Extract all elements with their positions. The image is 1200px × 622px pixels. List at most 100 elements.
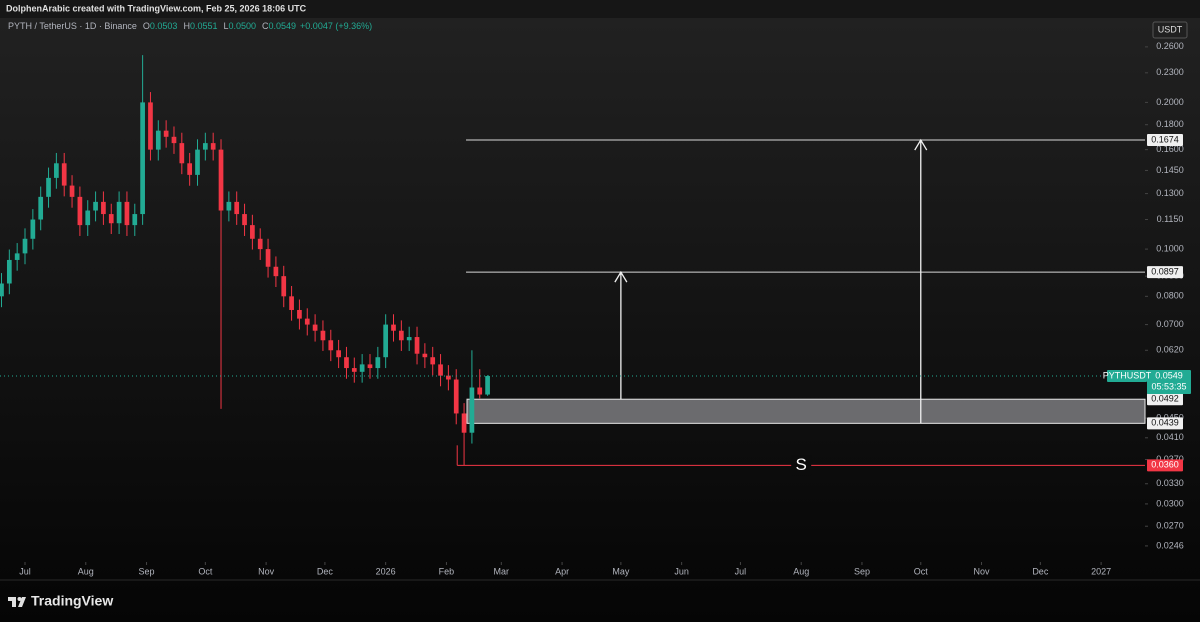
candle-body bbox=[414, 337, 420, 354]
y-tick-label: 0.0620 bbox=[1156, 345, 1184, 355]
ohlc-key: L bbox=[223, 21, 228, 31]
top-bar bbox=[0, 0, 1200, 18]
candle-body bbox=[422, 353, 428, 358]
last-price: 0.0549 bbox=[1155, 370, 1183, 380]
support-text: S bbox=[796, 455, 807, 474]
x-tick-label: Aug bbox=[793, 566, 809, 576]
y-tick-label: 0.1800 bbox=[1156, 119, 1184, 129]
x-tick-label: Feb bbox=[439, 566, 455, 576]
ohlc-key: C bbox=[262, 21, 269, 31]
y-tick-label: 0.0270 bbox=[1156, 521, 1184, 531]
countdown: 05:53:35 bbox=[1151, 381, 1186, 391]
candle-body bbox=[163, 130, 169, 137]
candle-body bbox=[187, 163, 193, 175]
x-tick-label: Jun bbox=[674, 566, 689, 576]
logo-dot bbox=[17, 597, 22, 601]
x-tick-label: Mar bbox=[494, 566, 510, 576]
y-tick-label: 0.2300 bbox=[1156, 67, 1184, 77]
x-tick-label: Dec bbox=[1032, 566, 1049, 576]
candle-body bbox=[14, 253, 20, 260]
x-tick-label: Jul bbox=[735, 566, 747, 576]
candle-body bbox=[367, 364, 373, 369]
symbol-tag: PYTHUSDT bbox=[1103, 370, 1152, 380]
candle-body bbox=[477, 387, 483, 395]
arrow bbox=[614, 270, 628, 400]
candle-body bbox=[61, 163, 67, 186]
y-tick-label: 0.1000 bbox=[1156, 243, 1184, 253]
support-text-bg bbox=[791, 455, 812, 476]
symbol-tag-bg bbox=[1107, 370, 1147, 383]
currency[interactable]: USDT bbox=[1158, 24, 1183, 34]
candle-body bbox=[406, 337, 412, 341]
candle-body bbox=[469, 387, 475, 433]
y-tick-label: 0.0246 bbox=[1156, 540, 1184, 550]
candle-body bbox=[124, 201, 130, 226]
support-label: 0.0360 bbox=[1151, 460, 1179, 470]
ohlc-value: 0.0551 bbox=[190, 21, 218, 31]
candle-body bbox=[22, 238, 28, 254]
zone-low-label-bg bbox=[1147, 417, 1183, 430]
x-tick-label: Aug bbox=[78, 566, 94, 576]
last-price-bg bbox=[1147, 370, 1191, 395]
candle-body bbox=[453, 379, 459, 414]
x-tick-label: Apr bbox=[555, 566, 569, 576]
candle-body bbox=[46, 177, 51, 197]
symbol: PYTH / TetherUS · 1D · Binance bbox=[8, 21, 137, 31]
candle-body bbox=[234, 201, 240, 215]
candle-body bbox=[265, 249, 271, 267]
x-tick-label: Dec bbox=[317, 566, 334, 576]
y-tick-label: 0.0410 bbox=[1156, 432, 1184, 442]
brand: TradingView bbox=[31, 593, 113, 609]
attribution: DolphenArabic created with TradingView.c… bbox=[6, 3, 307, 13]
ohlc-value: 0.0500 bbox=[228, 21, 256, 31]
currency-button[interactable] bbox=[1152, 21, 1188, 39]
support-label-bg bbox=[1147, 459, 1183, 472]
candle-body bbox=[171, 136, 177, 144]
logo-icon bbox=[8, 597, 26, 607]
candle-body bbox=[375, 357, 381, 369]
candle-body bbox=[69, 185, 75, 197]
candle-body bbox=[359, 364, 365, 372]
level-label-bg bbox=[1147, 266, 1183, 279]
candle-body bbox=[179, 143, 185, 164]
zone-low-label: 0.0439 bbox=[1151, 418, 1179, 428]
ohlc-value: 0.0503 bbox=[150, 21, 178, 31]
symbol-legend: PYTH / TetherUS · 1D · Binance O0.0503 H0.… bbox=[8, 21, 372, 31]
candle-body bbox=[210, 143, 216, 150]
x-tick-label: May bbox=[612, 566, 630, 576]
candle-body bbox=[116, 201, 122, 224]
y-tick-label: 0.0300 bbox=[1156, 498, 1184, 508]
y-tick-label: 0.1150 bbox=[1157, 214, 1184, 224]
zone-high-label-bg bbox=[1147, 393, 1183, 406]
candle-body bbox=[38, 196, 44, 220]
y-tick-label: 0.0700 bbox=[1156, 319, 1184, 329]
candle-body bbox=[297, 309, 302, 319]
candle-body bbox=[93, 201, 98, 211]
candle-body bbox=[226, 201, 232, 211]
x-tick-label: Oct bbox=[914, 566, 929, 576]
candle-body bbox=[304, 318, 310, 325]
candle-body bbox=[6, 259, 12, 284]
candle-body bbox=[85, 210, 91, 226]
candle-body bbox=[132, 214, 138, 226]
y-tick-label: 0.2600 bbox=[1156, 41, 1184, 51]
y-tick-label: 0.1450 bbox=[1156, 165, 1184, 175]
candle-body bbox=[328, 340, 334, 351]
x-tick-label: Nov bbox=[258, 566, 275, 576]
candle-body bbox=[289, 296, 294, 310]
x-tick-label: 2026 bbox=[376, 566, 396, 576]
level-label-bg bbox=[1147, 134, 1183, 147]
level-label: 0.1674 bbox=[1151, 134, 1179, 144]
candle-body bbox=[250, 225, 255, 239]
x-tick-label: Sep bbox=[854, 566, 870, 576]
ohlc-key: O bbox=[143, 21, 150, 31]
x-tick-label: Nov bbox=[974, 566, 991, 576]
y-tick-label: 0.0800 bbox=[1156, 291, 1184, 301]
candle-body bbox=[257, 238, 263, 250]
x-tick-label: Sep bbox=[139, 566, 155, 576]
candle-body bbox=[461, 413, 467, 433]
y-tick-label: 0.1600 bbox=[1156, 144, 1184, 154]
